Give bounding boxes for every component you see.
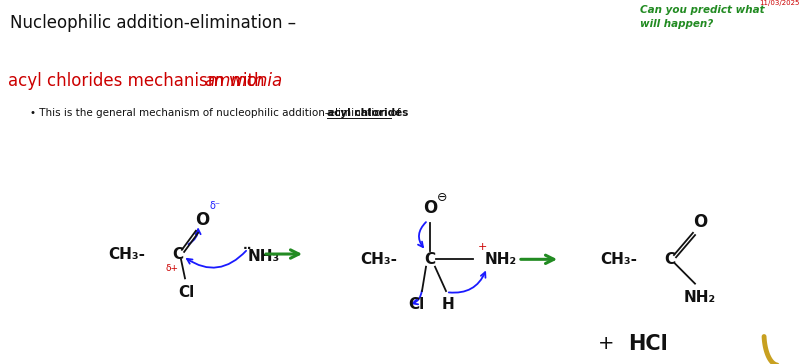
Text: Can you predict what
will happen?: Can you predict what will happen?	[640, 5, 765, 29]
Text: CH₃-: CH₃-	[360, 252, 397, 267]
Text: +: +	[598, 335, 614, 353]
Text: O: O	[423, 198, 437, 217]
Text: δ+: δ+	[166, 264, 179, 273]
Text: C: C	[665, 252, 675, 267]
Text: NH₂: NH₂	[485, 252, 517, 267]
Text: δ⁻: δ⁻	[210, 201, 221, 211]
Text: Cl: Cl	[178, 285, 194, 300]
Text: C: C	[425, 252, 435, 267]
Text: acyl chlorides mechanism with: acyl chlorides mechanism with	[8, 72, 270, 90]
FancyArrowPatch shape	[413, 290, 422, 304]
Text: CH₃-: CH₃-	[108, 246, 145, 261]
FancyArrowPatch shape	[449, 272, 486, 293]
Text: CH₃-: CH₃-	[600, 252, 637, 267]
Text: O: O	[693, 213, 707, 231]
Text: HCl: HCl	[628, 334, 668, 354]
Text: 11/03/2025: 11/03/2025	[760, 0, 800, 6]
FancyArrowPatch shape	[187, 251, 246, 268]
Text: ⊖: ⊖	[437, 191, 447, 205]
FancyArrowPatch shape	[189, 229, 201, 244]
FancyArrowPatch shape	[418, 222, 426, 247]
Text: NH₃: NH₃	[248, 249, 280, 264]
Text: +: +	[478, 242, 486, 252]
Text: C: C	[173, 246, 183, 261]
Text: acyl chlorides: acyl chlorides	[327, 108, 409, 118]
Text: H: H	[442, 297, 454, 312]
Text: • This is the general mechanism of nucleophilic addition-elimination of: • This is the general mechanism of nucle…	[30, 108, 404, 118]
Text: ammonia: ammonia	[205, 72, 282, 90]
Text: ..: ..	[243, 239, 253, 252]
Text: NH₂: NH₂	[684, 290, 716, 305]
Text: Cl: Cl	[408, 297, 424, 312]
Text: Nucleophilic addition-elimination –: Nucleophilic addition-elimination –	[10, 14, 296, 32]
Text: O: O	[195, 211, 209, 229]
